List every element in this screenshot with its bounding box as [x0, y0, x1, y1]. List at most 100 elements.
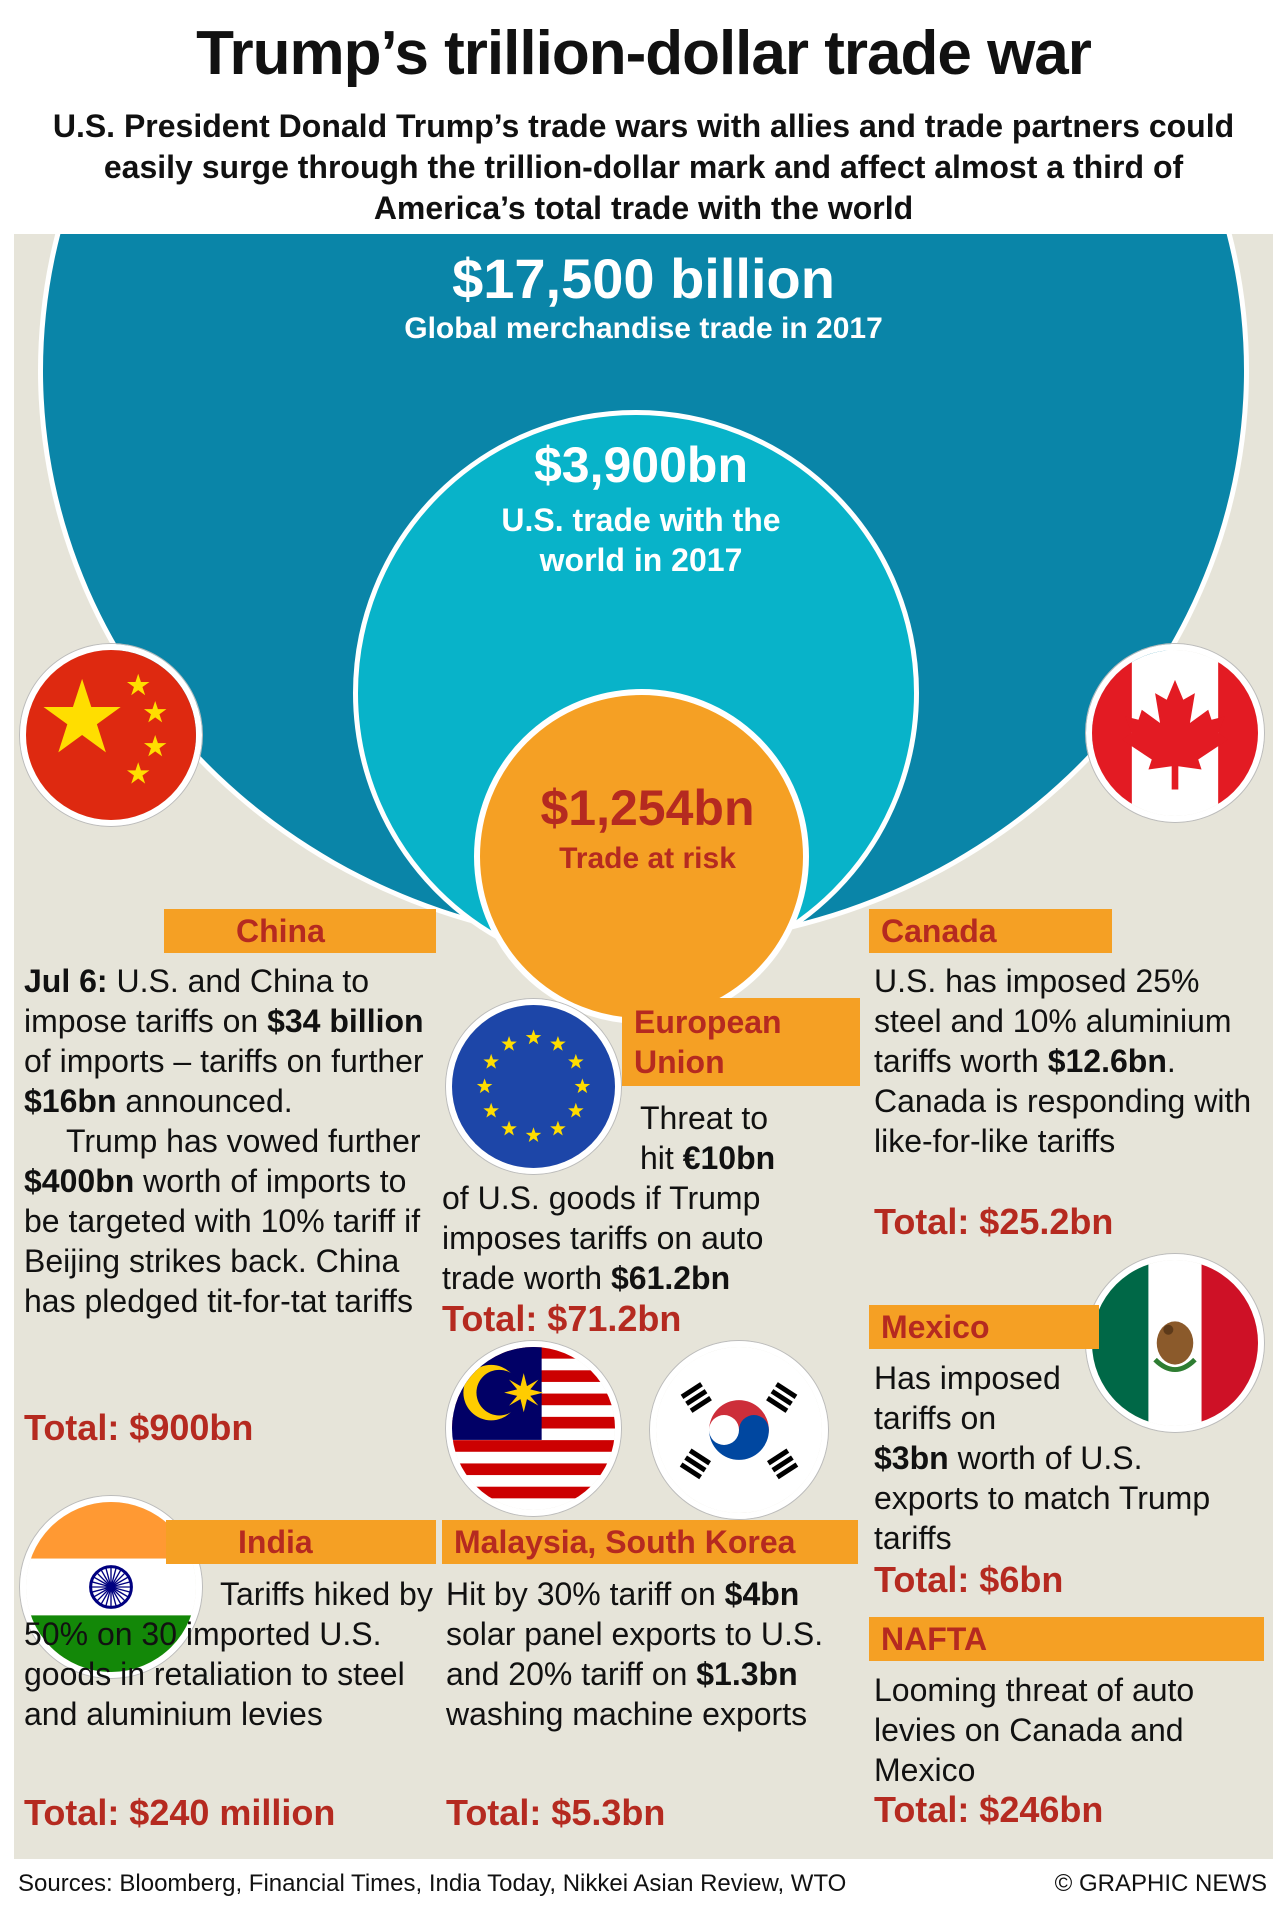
india-total: Total: $240 million [24, 1792, 336, 1833]
mexico-name: Mexico [881, 1309, 990, 1345]
eu-text-line1: Threat to [640, 1100, 769, 1136]
canada-flag-icon [1086, 644, 1264, 822]
eu-total: Total: $71.2bn [442, 1298, 682, 1339]
china-text-part: of imports – tariffs on further [24, 1043, 424, 1079]
mexico-total: Total: $6bn [874, 1559, 1064, 1600]
india-name: India [238, 1524, 313, 1560]
global-trade-label: Global merchandise trade in 2017 [404, 312, 883, 345]
chakra-spoke [110, 1586, 131, 1593]
trade-at-risk-label: Trade at risk [559, 842, 736, 875]
trade-at-risk-value: $1,254bn [540, 780, 755, 836]
chakra-spoke [110, 1586, 126, 1602]
china-text: Jul 6: U.S. and China to impose tariffs … [24, 961, 434, 1321]
mexico-text: $3bn worth of U.S. exports to match Trum… [874, 1438, 1254, 1558]
chakra-spoke [110, 1568, 122, 1588]
south-korea-flag-icon [650, 1341, 828, 1519]
eu-label: European Union [622, 998, 860, 1086]
eu-text-top: Threat to hit €10bn [640, 1098, 840, 1178]
malaysia-stripe [452, 1486, 615, 1499]
chakra-spoke [110, 1586, 117, 1607]
china-text-part: Trump has vowed further [66, 1123, 421, 1159]
canada-total: Total: $25.2bn [874, 1201, 1114, 1242]
eu-text-part: hit [640, 1140, 683, 1176]
eu-name-line2: Union [634, 1044, 725, 1080]
chakra-spoke [96, 1586, 112, 1602]
china-name: China [236, 913, 325, 949]
mk-amount-4bn: $4bn [724, 1576, 800, 1612]
canada-label: Canada [869, 909, 1112, 953]
mexico-text-top: Has imposed tariffs on [874, 1360, 1061, 1436]
chakra-spoke [100, 1568, 112, 1588]
page-title: Trump’s trillion-dollar trade war [196, 19, 1092, 88]
nafta-total: Total: $246bn [874, 1789, 1104, 1830]
nafta-name: NAFTA [881, 1621, 988, 1657]
india-label: India [166, 1520, 436, 1564]
eu-star-icon [568, 1102, 584, 1118]
chakra-spoke [91, 1581, 112, 1588]
eu-text: of U.S. goods if Trump imposes tariffs o… [442, 1178, 842, 1298]
us-trade-label-line2: world in 2017 [539, 542, 743, 578]
sources: Sources: Bloomberg, Financial Times, Ind… [18, 1870, 847, 1897]
trade-at-risk-circle [474, 689, 809, 1024]
us-trade-label-line1: U.S. trade with the [501, 502, 781, 538]
global-trade-value: $17,500 billion [452, 247, 835, 310]
eu-star-icon [476, 1078, 493, 1094]
mexico-label: Mexico [869, 1305, 1099, 1349]
china-flag-icon [20, 644, 202, 826]
eu-star-icon [550, 1120, 566, 1136]
us-trade-value: $3,900bn [533, 437, 748, 493]
china-amount-34bn: $34 billion [267, 1003, 424, 1039]
china-amount-400bn: $400bn [24, 1163, 135, 1199]
chakra-spoke [110, 1586, 130, 1598]
malaysia-stripe [452, 1463, 615, 1476]
nafta-text: Looming threat of auto levies on Canada … [874, 1672, 1195, 1788]
chakra-spoke [92, 1576, 112, 1588]
malaysia-korea-text: Hit by 30% tariff on $4bn solar panel ex… [446, 1574, 856, 1734]
canada-name: Canada [881, 913, 997, 949]
india-text-body: Tariffs hiked by 50% on 30 imported U.S.… [24, 1576, 433, 1732]
eu-amount-61bn: $61.2bn [610, 1260, 731, 1296]
chakra-spoke [105, 1586, 112, 1607]
malaysia-korea-total: Total: $5.3bn [446, 1792, 666, 1833]
eu-text-part: of U.S. goods if Trump imposes tariffs o… [442, 1180, 764, 1296]
eu-star-icon [483, 1053, 499, 1069]
chakra-spoke [91, 1586, 112, 1593]
china-date: Jul 6: [24, 963, 108, 999]
eu-star-icon [501, 1036, 517, 1051]
eu-star-icon [550, 1036, 566, 1051]
mk-amount-1bn: $1.3bn [696, 1656, 798, 1692]
infographic-panel: $17,500 billion Global merchandise trade… [14, 234, 1273, 1859]
chakra-spoke [100, 1586, 112, 1606]
chakra-spoke [96, 1572, 112, 1588]
china-text-part: worth of imports to be targeted with 10%… [24, 1163, 421, 1319]
header: Trump’s trillion-dollar trade war U.S. P… [0, 0, 1287, 234]
mk-text-part: solar panel exports to U.S. and 20% tari… [446, 1616, 824, 1692]
chakra-spoke [92, 1586, 112, 1598]
china-text-part: announced. [116, 1083, 293, 1119]
eu-star-icon [568, 1053, 584, 1069]
malaysia-korea-name: Malaysia, South Korea [454, 1524, 796, 1560]
mk-text-part: Hit by 30% tariff on [446, 1576, 725, 1612]
eu-flag-icon [446, 999, 621, 1174]
eu-star-icon [574, 1078, 591, 1094]
china-total: Total: $900bn [24, 1407, 254, 1448]
mexico-amount-3bn: $3bn [874, 1440, 949, 1476]
nafta-label: NAFTA [869, 1617, 1264, 1661]
canada-text-part: . Canada is responding with like-for-lik… [874, 1043, 1252, 1159]
chakra-spoke [105, 1567, 112, 1588]
malaysia-stripe [452, 1440, 615, 1452]
eu-text-line2: hit €10bn [640, 1138, 840, 1178]
eu-amount-10bn: €10bn [682, 1140, 776, 1176]
mk-text-part: washing machine exports [446, 1696, 808, 1732]
china-text-part: U.S. and China to impose tariffs on [24, 963, 370, 1039]
page-subtitle: U.S. President Donald Trump’s trade wars… [52, 108, 1235, 226]
malaysia-korea-label: Malaysia, South Korea [442, 1520, 858, 1564]
chakra-spoke [110, 1567, 117, 1588]
india-text: Tariffs hiked by 50% on 30 imported U.S.… [24, 1574, 434, 1734]
chakra-spoke [110, 1572, 126, 1588]
eu-star-icon [501, 1120, 517, 1136]
canada-text: U.S. has imposed 25% steel and 10% alumi… [874, 961, 1264, 1161]
eu-star-icon [483, 1102, 499, 1118]
china-paragraph-2: Trump has vowed further $400bn worth of … [24, 1121, 434, 1321]
canada-amount-12bn: $12.6bn [1047, 1043, 1167, 1079]
